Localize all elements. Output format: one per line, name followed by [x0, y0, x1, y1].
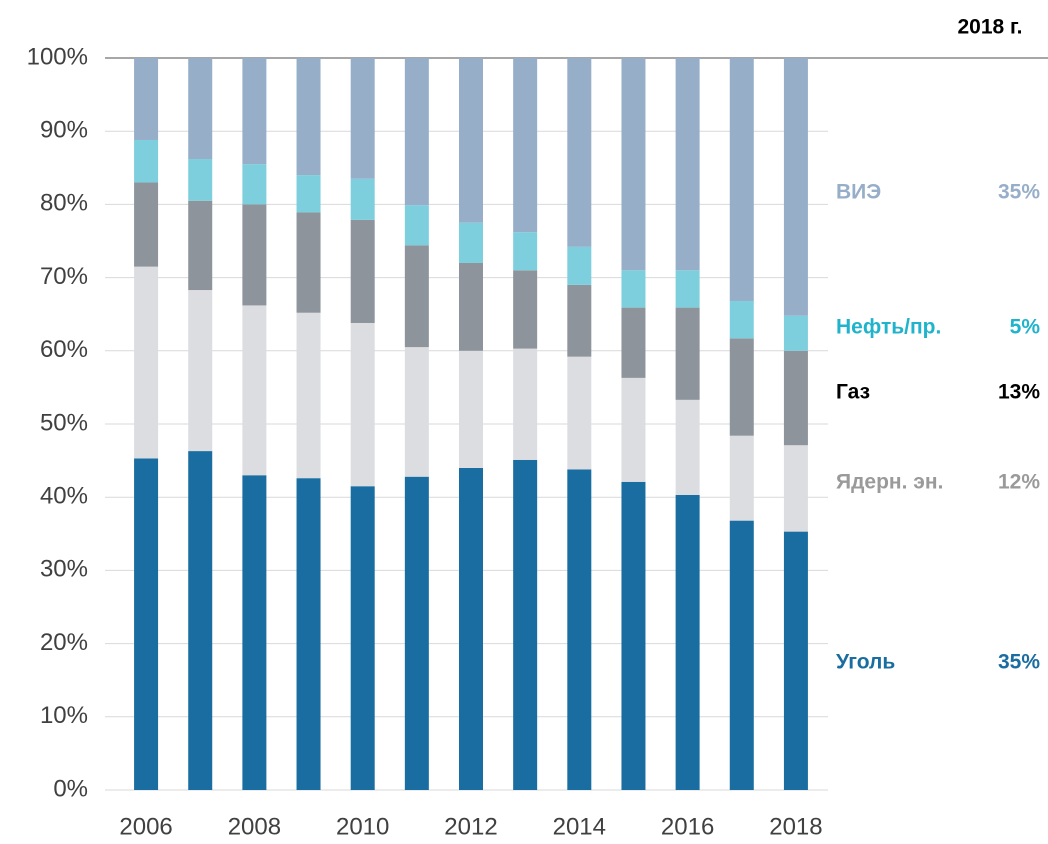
bar-segment: [675, 270, 700, 308]
legend-label: Уголь: [836, 651, 895, 674]
bar-segment: [296, 212, 321, 313]
legend-label: Нефть/пр.: [836, 316, 941, 339]
bar-segment: [513, 348, 538, 460]
bar-segment: [567, 284, 592, 357]
bar-segment: [404, 245, 429, 348]
annotation-title: 2018 г.: [957, 16, 1022, 39]
bar-segment: [242, 204, 267, 306]
bar-segment: [242, 164, 267, 205]
bar-segment: [134, 182, 159, 267]
bar-segment: [134, 139, 159, 183]
bar-segment: [134, 266, 159, 459]
bar-segment: [188, 200, 213, 291]
y-tick-label: 10%: [40, 702, 88, 729]
legend-label: Газ: [836, 381, 870, 404]
bar-segment: [350, 58, 375, 179]
y-tick-label: 20%: [40, 629, 88, 656]
bar-segment: [513, 459, 538, 790]
bar-segment: [188, 451, 213, 790]
share-label: 5%: [1010, 316, 1041, 339]
bar-segment: [404, 58, 429, 206]
bar-segment: [675, 399, 700, 496]
y-tick-label: 70%: [40, 263, 88, 290]
bar-segment: [783, 531, 808, 790]
bar-segment: [621, 481, 646, 790]
share-label: 35%: [998, 651, 1040, 674]
bar-segment: [404, 347, 429, 477]
bar-segment: [459, 350, 483, 468]
bar-segment: [188, 159, 213, 201]
bar-segment: [459, 222, 483, 263]
bar-segment: [350, 178, 375, 220]
bar-segment: [242, 305, 267, 476]
y-tick-label: 0%: [53, 775, 88, 802]
share-label: 13%: [998, 381, 1040, 404]
bar-segment: [242, 58, 267, 165]
share-label: 12%: [998, 471, 1040, 494]
bar-segment: [783, 445, 808, 532]
bar-segment: [459, 262, 483, 351]
bar-segment: [242, 475, 267, 790]
bar-segment: [350, 219, 375, 323]
bar-segment: [134, 58, 159, 140]
bar-segment: [675, 307, 700, 400]
bar-segment: [459, 58, 483, 223]
bar-segment: [296, 478, 321, 790]
x-tick-label: 2006: [119, 813, 172, 840]
bar-segment: [404, 205, 429, 246]
bar-segment: [296, 175, 321, 213]
bar-segment: [783, 58, 808, 316]
bar-segment: [513, 232, 538, 271]
bar-segment: [296, 312, 321, 479]
y-tick-label: 80%: [40, 190, 88, 217]
legend-label: Ядерн. эн.: [836, 471, 943, 494]
bar-segment: [350, 486, 375, 790]
bar-segment: [621, 58, 646, 271]
bar-segment: [783, 315, 808, 351]
bar-segment: [513, 58, 538, 233]
bar-segment: [567, 246, 592, 285]
y-tick-label: 90%: [40, 117, 88, 144]
y-tick-label: 50%: [40, 409, 88, 436]
x-tick-label: 2014: [553, 813, 606, 840]
y-tick-label: 40%: [40, 483, 88, 510]
x-tick-label: 2012: [444, 813, 497, 840]
x-tick-label: 2010: [336, 813, 389, 840]
bar-segment: [729, 520, 754, 790]
bar-segment: [675, 495, 700, 790]
x-tick-label: 2018: [769, 813, 822, 840]
bar-segment: [621, 270, 646, 308]
bar-segment: [621, 307, 646, 378]
bar-segment: [404, 476, 429, 790]
bar-segment: [567, 58, 592, 247]
bar-segment: [134, 458, 159, 790]
bar-segment: [350, 322, 375, 487]
bar-segment: [188, 58, 213, 160]
bar-segment: [459, 467, 483, 790]
bar-segment: [729, 435, 754, 521]
bar-segment: [567, 356, 592, 470]
bar-segment: [188, 290, 213, 452]
legend-label: ВИЭ: [836, 181, 881, 204]
bar-segment: [296, 58, 321, 176]
bar-segment: [567, 469, 592, 790]
x-tick-label: 2008: [228, 813, 281, 840]
bar-segment: [783, 350, 808, 446]
y-tick-label: 60%: [40, 336, 88, 363]
bar-segment: [675, 58, 700, 271]
bar-segment: [729, 301, 754, 339]
bar-segment: [729, 58, 754, 302]
bar-segment: [621, 377, 646, 482]
x-tick-label: 2016: [661, 813, 714, 840]
y-tick-label: 30%: [40, 556, 88, 583]
share-label: 35%: [998, 181, 1040, 204]
y-tick-label: 100%: [27, 43, 88, 70]
bar-segment: [513, 270, 538, 349]
bar-segment: [729, 338, 754, 436]
